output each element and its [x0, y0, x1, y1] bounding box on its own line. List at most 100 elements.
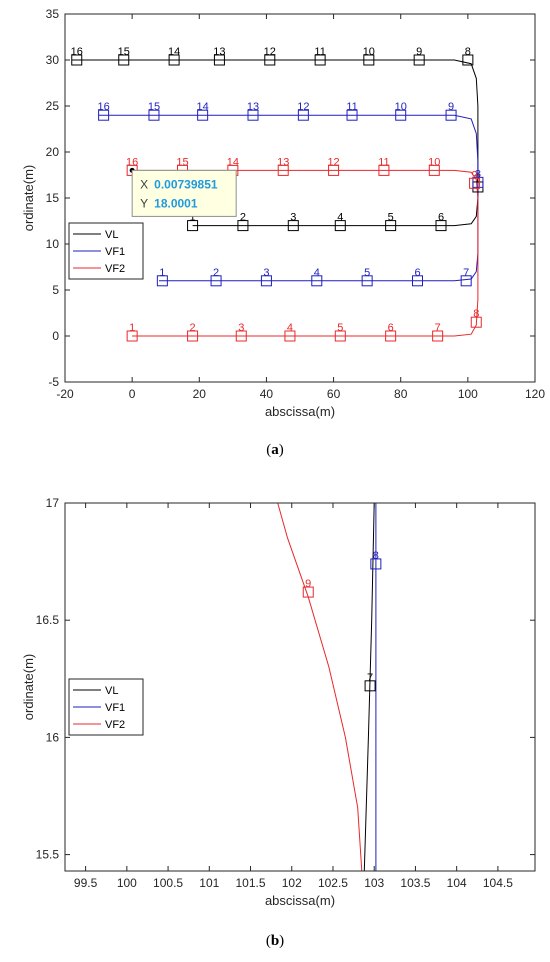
- legend-label-vl: VL: [105, 685, 118, 697]
- marker-label-vf1-1: 1: [159, 267, 165, 279]
- datatip-y-value: 18.0001: [154, 196, 198, 210]
- y-tick-label: 25: [46, 99, 60, 113]
- legend-label-vf1: VF1: [105, 702, 125, 714]
- marker-label-vf2-16: 16: [126, 156, 138, 168]
- y-tick-label: 30: [46, 53, 60, 67]
- marker-label-vf2-14: 14: [227, 156, 239, 168]
- marker-label-vf2-4: 4: [287, 322, 293, 334]
- caption-b-letter: b: [270, 933, 280, 949]
- y-tick-label: 20: [46, 145, 60, 159]
- marker-vl-15: [118, 54, 130, 66]
- x-tick-label: 102: [282, 876, 302, 890]
- datatip-y-label: Y: [140, 196, 148, 210]
- y-axis-label: ordinate(m): [21, 165, 36, 231]
- marker-label-vf2-2: 2: [190, 322, 196, 334]
- marker-label-vf1-15: 15: [148, 101, 160, 113]
- legend: VL VF1 VF2: [68, 222, 144, 280]
- marker-label-vl-15: 15: [118, 46, 130, 58]
- legend-label-vf2: VF2: [105, 263, 125, 275]
- marker-vl-13: [213, 54, 225, 66]
- marker-vf2-3: [235, 330, 247, 342]
- marker-vl-2: [237, 220, 249, 232]
- chart-b: 7 8 9 99.5 100 100.5 101 101.5 102 102.5 103 103.5 1…: [21, 496, 536, 908]
- y-tick-label: 16: [46, 730, 60, 744]
- marker-label-vl-4: 4: [337, 212, 343, 224]
- marker-vf1-11: [346, 109, 358, 121]
- marker-label-vf2-13: 13: [277, 156, 289, 168]
- y-tick-label: 15: [46, 191, 60, 205]
- axes-box: [64, 502, 536, 872]
- marker-label-vl-6: 6: [438, 212, 444, 224]
- marker-label-vl-12: 12: [264, 46, 276, 58]
- x-tick-label: 60: [327, 387, 341, 401]
- marker-vl-4: [334, 220, 346, 232]
- x-tick-label: 101.5: [236, 876, 266, 890]
- marker-vf1-7: [460, 275, 472, 287]
- marker-label-vl-7: 7: [367, 672, 373, 684]
- marker-vl-12: [264, 54, 276, 66]
- marker-label-vl-2: 2: [240, 212, 246, 224]
- marker-vf2-9: [302, 586, 314, 598]
- series-line-vf2: [132, 169, 479, 337]
- marker-label-vf2-9: 9: [472, 169, 478, 181]
- marker-label-vf2-3: 3: [238, 322, 244, 334]
- marker-vf2-2: [187, 330, 199, 342]
- marker-label-vf2-6: 6: [388, 322, 394, 334]
- marker-vf1-3: [260, 275, 272, 287]
- marker-label-vf2-8: 8: [473, 308, 479, 320]
- y-axis-label: ordinate(m): [21, 654, 36, 720]
- marker-vf1-4: [311, 275, 323, 287]
- marker-label-vf2-10: 10: [428, 156, 440, 168]
- marker-label-vf2-5: 5: [337, 322, 343, 334]
- x-tick-label: 103: [364, 876, 384, 890]
- marker-label-vf1-8: 8: [373, 550, 379, 562]
- marker-label-vf1-13: 13: [247, 101, 259, 113]
- marker-vf2-6: [385, 330, 397, 342]
- marker-label-vf1-5: 5: [364, 267, 370, 279]
- marker-vf2-8: [470, 316, 482, 328]
- caption-a: (a): [266, 442, 284, 458]
- marker-label-vf1-4: 4: [314, 267, 320, 279]
- series-line-vl: [363, 503, 375, 871]
- y-tick-label: 0: [52, 329, 59, 343]
- marker-label-vl-7: 7: [475, 173, 481, 185]
- legend-label-vf2: VF2: [105, 719, 125, 731]
- x-tick-label: 100: [117, 876, 137, 890]
- marker-label-vf2-15: 15: [176, 156, 188, 168]
- marker-vf2-13: [277, 164, 289, 176]
- marker-vf1-9: [445, 109, 457, 121]
- marker-vl-6: [435, 220, 447, 232]
- y-tick-label: 15.5: [36, 848, 60, 862]
- marker-vf1-12: [297, 109, 309, 121]
- marker-label-vf1-3: 3: [263, 267, 269, 279]
- marker-vf2-7: [432, 330, 444, 342]
- marker-vl-10: [363, 54, 375, 66]
- marker-label-vf1-10: 10: [395, 101, 407, 113]
- marker-vl-11: [314, 54, 326, 66]
- marker-vf1-10: [395, 109, 407, 121]
- marker-label-vl-5: 5: [388, 212, 394, 224]
- x-tick-label: -20: [56, 387, 74, 401]
- x-tick-label: 103.5: [400, 876, 430, 890]
- y-tick-label: 17: [46, 496, 60, 510]
- marker-vf1-14: [197, 109, 209, 121]
- marker-label-vf1-16: 16: [97, 101, 109, 113]
- series-line-vf2: [277, 503, 363, 871]
- y-tick-label: 10: [46, 237, 60, 251]
- marker-label-vl-1: 1: [190, 212, 196, 224]
- marker-label-vf2-7: 7: [435, 322, 441, 334]
- marker-vf2-11: [378, 164, 390, 176]
- x-axis-label: abscissa(m): [265, 404, 335, 419]
- marker-vf2-4: [284, 330, 296, 342]
- marker-label-vf2-9: 9: [305, 578, 311, 590]
- marker-label-vf1-9: 9: [448, 101, 454, 113]
- marker-vf1-13: [247, 109, 259, 121]
- marker-vf1-5: [361, 275, 373, 287]
- marker-label-vf1-6: 6: [414, 267, 420, 279]
- x-tick-label: 40: [260, 387, 274, 401]
- legend-label-vl: VL: [105, 229, 118, 241]
- marker-vf1-15: [148, 109, 160, 121]
